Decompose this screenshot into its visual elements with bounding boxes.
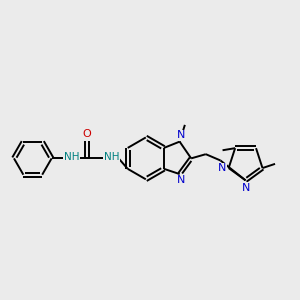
Text: O: O (83, 129, 92, 139)
Text: N: N (242, 183, 250, 193)
Text: N: N (176, 130, 185, 140)
Text: N: N (218, 163, 226, 173)
Text: NH: NH (64, 152, 79, 162)
Text: N: N (176, 176, 185, 185)
Text: NH: NH (103, 152, 119, 162)
